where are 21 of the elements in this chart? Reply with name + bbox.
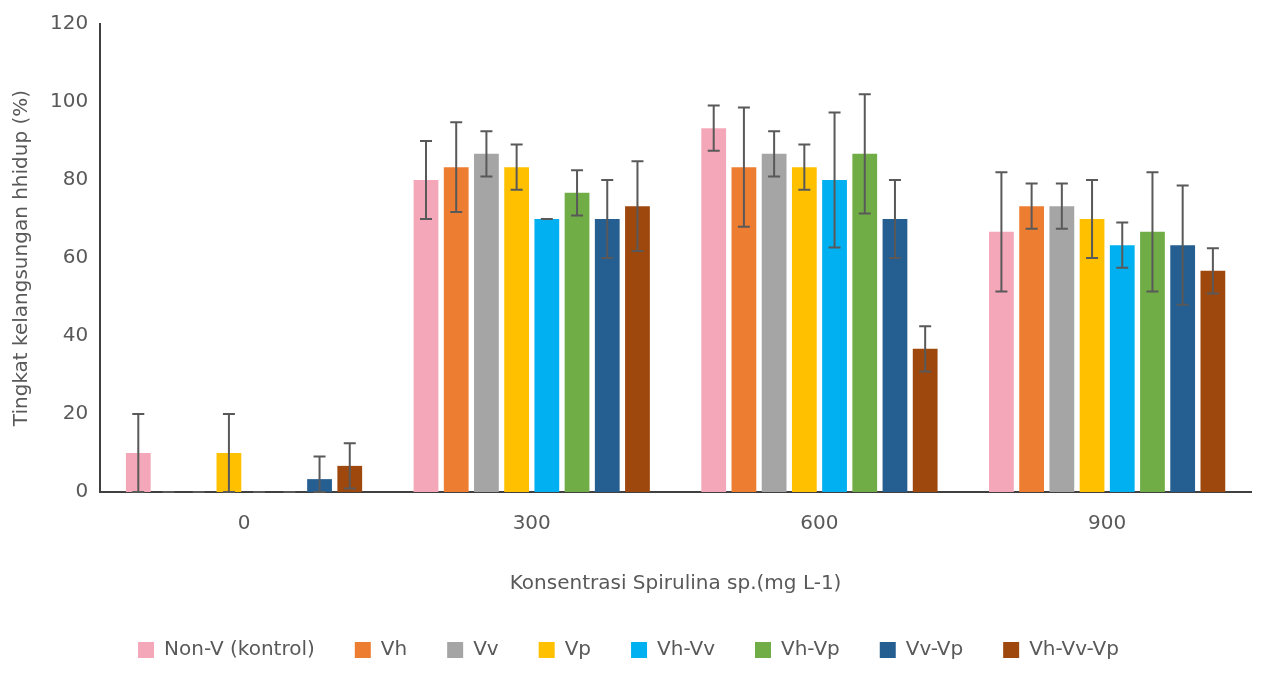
x-tick-label: 600 [800, 510, 839, 535]
legend-label: Vh-Vp [780, 636, 840, 661]
x-tick-label: 900 [1088, 510, 1127, 535]
legend-label: Vv-Vp [905, 636, 964, 661]
y-tick-label: 0 [75, 478, 89, 503]
y-tick-label: 20 [62, 400, 89, 425]
x-tick-label: 300 [512, 510, 551, 535]
y-tick-label: 100 [49, 88, 89, 113]
y-tick-label: 80 [62, 166, 89, 191]
y-tick-label: 40 [62, 322, 89, 347]
y-tick-label: 120 [49, 10, 89, 35]
legend-label: Vh-Vv [657, 636, 716, 661]
legend-label: Vh [380, 636, 408, 661]
x-axis-title: Konsentrasi Spirulina sp.(mg L-1) [509, 570, 842, 595]
legend-label: Vp [564, 636, 592, 661]
y-tick-label: 60 [62, 244, 89, 269]
legend-label: Non-V (kontrol) [164, 636, 315, 661]
legend-label: Vh-Vv-Vp [1029, 636, 1119, 661]
x-tick-label: 0 [237, 510, 251, 535]
y-axis-title: Tingkat kelangsungan hhidup (%) [8, 89, 33, 428]
legend-label: Vv [473, 636, 499, 661]
